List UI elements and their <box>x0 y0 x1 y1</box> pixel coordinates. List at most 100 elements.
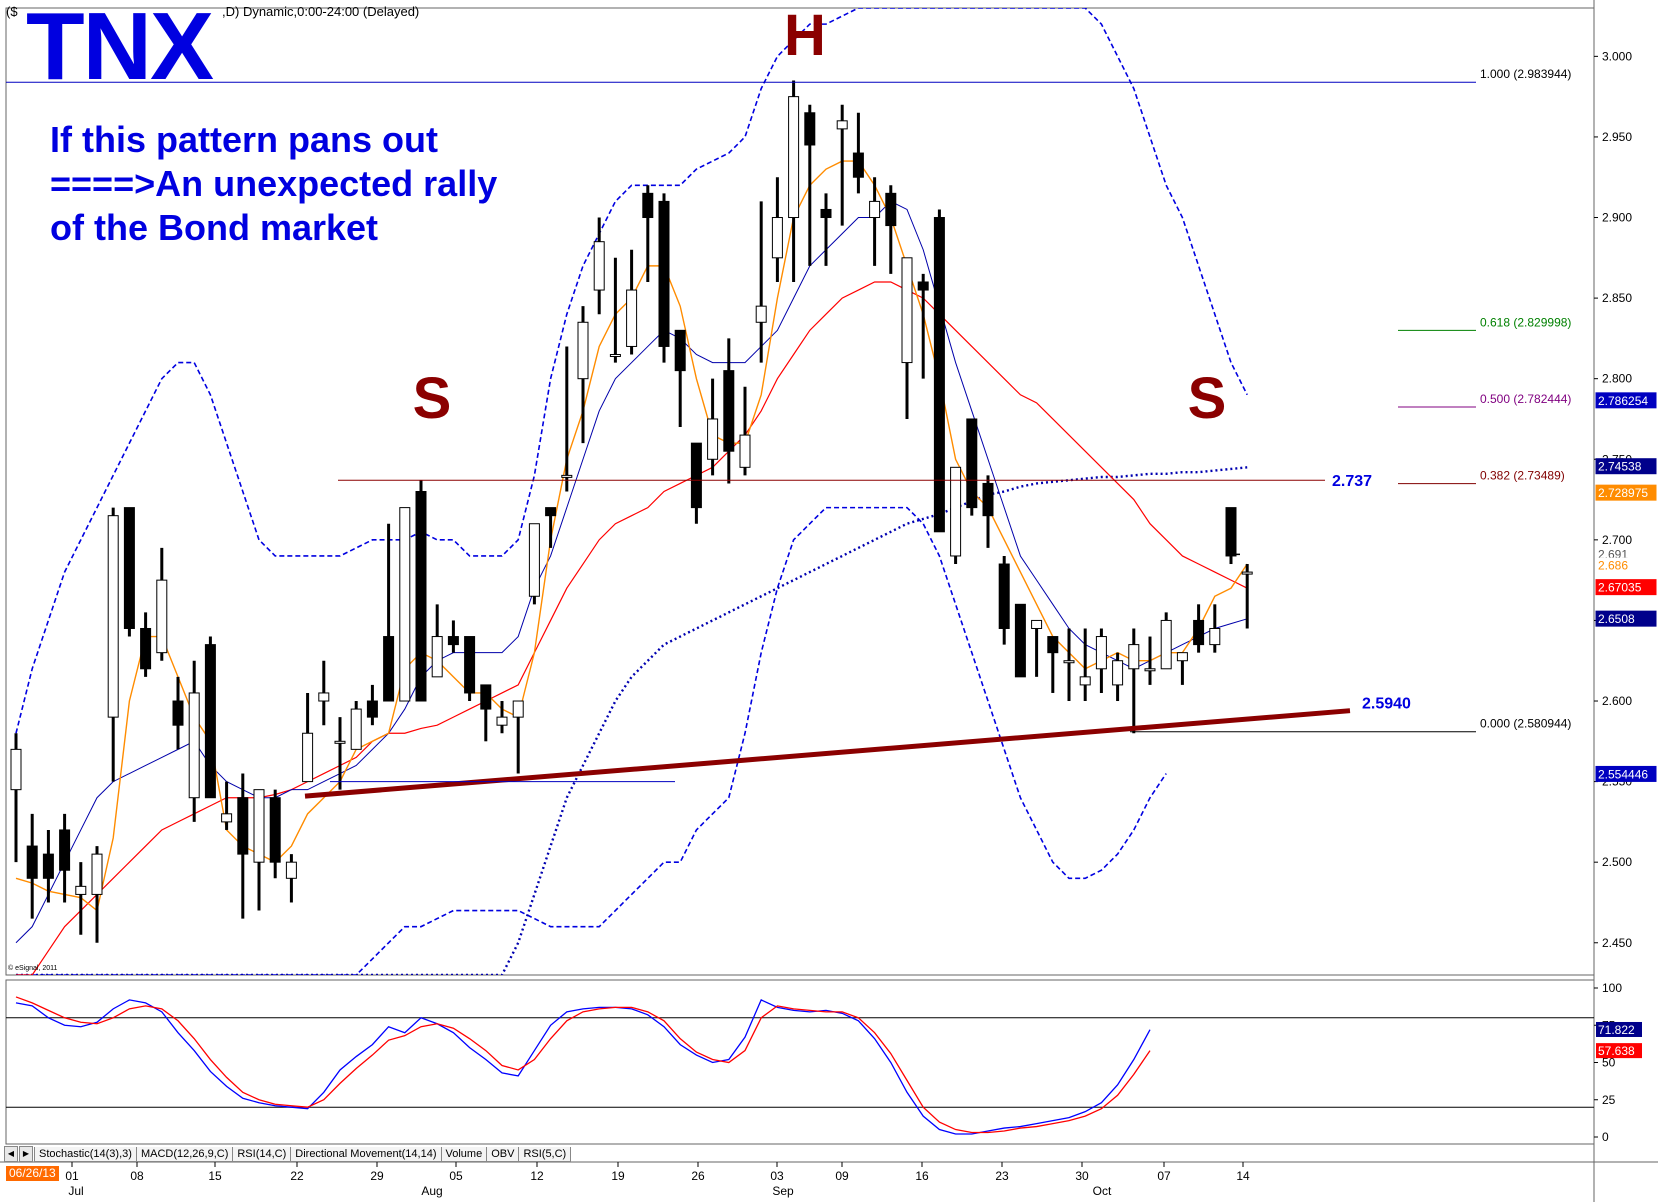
price-tick-label: 2.700 <box>1602 533 1632 547</box>
price-tag-text: 2.6508 <box>1598 612 1635 626</box>
candle-body <box>204 644 216 799</box>
candle-body <box>480 684 492 710</box>
candle-body <box>1193 619 1205 646</box>
tab-scroll-right-icon[interactable]: ▶ <box>19 1146 33 1162</box>
candle-body <box>383 636 395 702</box>
candle-body <box>804 112 816 146</box>
candle-body <box>26 845 38 879</box>
candle-body <box>869 200 881 219</box>
copyright-text: © eSignal, 2011 <box>8 964 58 972</box>
candle-body <box>496 716 508 726</box>
chart-header: ,D) Dynamic,0:00-24:00 (Delayed) <box>222 4 420 19</box>
stoch-tick-label: 0 <box>1602 1130 1609 1144</box>
date-tick-label: 22 <box>290 1169 304 1183</box>
candle-body <box>75 885 87 895</box>
candle-body <box>91 853 103 895</box>
candle-body <box>156 579 168 654</box>
candle-body <box>1031 619 1043 629</box>
fib-label: 0.382 (2.73489) <box>1480 469 1565 483</box>
candle-body <box>59 829 71 871</box>
candle-body <box>221 813 233 823</box>
candle-body <box>609 354 621 358</box>
date-tick-label: 09 <box>835 1169 849 1183</box>
stoch-tick-label: 50 <box>1602 1056 1616 1070</box>
tab-rsi5[interactable]: RSI(5,C) <box>518 1146 572 1162</box>
date-tick-label: 03 <box>770 1169 784 1183</box>
candle-body <box>42 853 54 879</box>
stoch-tag-box <box>1596 1021 1642 1037</box>
price-tick-label: 2.850 <box>1602 291 1632 305</box>
price-tag-text: 2.67035 <box>1598 581 1642 595</box>
candle-body <box>917 281 929 291</box>
candle-body <box>1079 676 1091 686</box>
tab-volume[interactable]: Volume <box>440 1146 488 1162</box>
candle-body <box>1209 627 1221 646</box>
date-tick-label: 05 <box>449 1169 463 1183</box>
price-tag-box <box>1595 765 1657 782</box>
note-line: If this pattern pans out <box>50 119 439 160</box>
candle-body <box>350 708 362 750</box>
support-label: 2.5940 <box>1362 696 1411 713</box>
price-tag-box <box>1595 484 1657 501</box>
date-tick-label: 30 <box>1075 1169 1089 1183</box>
candle-body <box>237 797 249 855</box>
date-tick-label: 16 <box>915 1169 929 1183</box>
price-tag-box <box>1596 557 1656 573</box>
candle-body <box>140 627 152 670</box>
candle-body <box>366 700 378 718</box>
tab-stochastic[interactable]: Stochastic(14(3),3) <box>34 1146 137 1162</box>
candle-body <box>1047 636 1059 654</box>
candle-body <box>1225 507 1237 557</box>
tab-scroll-left-icon[interactable]: ◀ <box>4 1146 18 1162</box>
candle-body <box>674 329 686 372</box>
price-tick-label: 2.950 <box>1602 130 1632 144</box>
tab-rsi14[interactable]: RSI(14,C) <box>232 1146 292 1162</box>
stoch-tag-text: 57.638 <box>1598 1044 1635 1058</box>
candle-body <box>512 700 524 718</box>
candle-body <box>658 200 670 347</box>
month-label: Sep <box>772 1184 794 1198</box>
tab-directional-movement[interactable]: Directional Movement(14,14) <box>290 1146 442 1162</box>
note-line: ====>An unexpected rally <box>50 163 498 204</box>
date-tick-label: 07 <box>1157 1169 1171 1183</box>
candle-body <box>950 466 962 557</box>
candle-body <box>528 523 540 597</box>
date-tick-label: 01 <box>65 1169 79 1183</box>
month-label: Oct <box>1093 1184 1112 1198</box>
candle-body <box>269 797 281 863</box>
candle-body <box>1112 660 1124 686</box>
candle-body <box>593 241 605 291</box>
candle-body <box>447 636 459 646</box>
price-tick-label: 3.000 <box>1602 49 1632 63</box>
date-tick-label: 14 <box>1236 1169 1250 1183</box>
pattern-label-s: S <box>413 366 452 431</box>
price-tag-box <box>1595 579 1657 596</box>
note-line: of the Bond market <box>50 207 379 248</box>
indicator-tabs: ◀ ▶ Stochastic(14(3),3) MACD(12,26,9,C) … <box>4 1146 572 1162</box>
date-tick-label: 29 <box>370 1169 384 1183</box>
candle-body <box>172 700 184 726</box>
stoch-series-line <box>15 999 1151 1135</box>
price-tag-text: 2.74538 <box>1598 460 1642 474</box>
price-tag-box <box>1596 546 1656 562</box>
candle-body <box>399 507 411 702</box>
candle-body <box>253 789 265 863</box>
candle-body <box>334 740 346 744</box>
price-tick-label: 2.450 <box>1602 936 1632 950</box>
stoch-panel-frame <box>5 979 1595 1145</box>
price-tag-box <box>1595 610 1657 627</box>
tab-macd[interactable]: MACD(12,26,9,C) <box>135 1146 234 1162</box>
candle-body <box>10 748 22 791</box>
candle-body <box>723 370 735 452</box>
price-tag-text: 2.786254 <box>1598 394 1648 408</box>
candle-body <box>901 257 913 364</box>
stoch-tick-label: 25 <box>1602 1093 1616 1107</box>
candle-body <box>1176 652 1188 662</box>
candle-body <box>933 217 945 533</box>
price-tick-label: 2.500 <box>1602 855 1632 869</box>
candle-body <box>690 442 702 509</box>
candle-body <box>1128 644 1140 670</box>
tab-obv[interactable]: OBV <box>486 1146 520 1162</box>
